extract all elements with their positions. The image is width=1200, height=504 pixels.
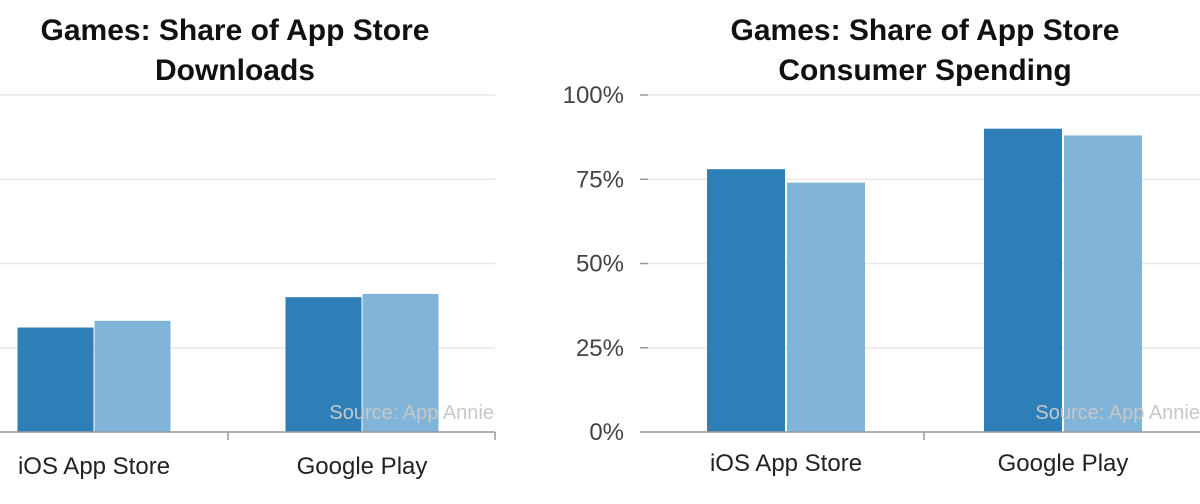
chart-title-line-2: Consumer Spending [778,54,1071,87]
spending-chart: Games: Share of App Store Consumer Spend… [563,14,1200,477]
x-category-label: iOS App Store [18,453,170,480]
x-category-label: Google Play [998,450,1129,477]
x-axis [640,94,1200,440]
bar-ios-app-store-series-2 [787,182,865,432]
bars [707,128,1142,432]
source-note: Source: App Annie [329,402,494,424]
y-tick-label: 0% [589,419,624,446]
bar-ios-app-store-series-1 [17,327,94,432]
axis-labels: 0% 25% 50% 75% 100% iOS App Store Google Play [563,82,1129,477]
bar-google-play-series-1 [285,297,362,432]
bar-google-play-series-2 [362,293,439,432]
y-tick-label: 50% [576,251,624,278]
x-category-label: iOS App Store [710,450,862,477]
y-tick-label: 25% [576,335,624,362]
x-axis [0,431,496,440]
bar-google-play-series-1 [984,128,1062,432]
downloads-chart: Games: Share of App Store Downloads iOS … [0,14,496,480]
source-note: Source: App Annie [1035,402,1200,424]
chart-title-line-2: Downloads [155,54,315,87]
chart-title-line-1: Games: Share of App Store [41,14,430,47]
bar-ios-app-store-series-1 [707,169,785,432]
bar-ios-app-store-series-2 [94,320,171,432]
x-category-label: Google Play [297,453,428,480]
bars [17,293,439,432]
bar-google-play-series-2 [1064,135,1142,432]
axis-labels: iOS App Store Google Play [18,453,427,480]
chart-title-line-1: Games: Share of App Store [731,14,1120,47]
y-tick-label: 75% [576,166,624,193]
y-tick-label: 100% [563,82,624,109]
